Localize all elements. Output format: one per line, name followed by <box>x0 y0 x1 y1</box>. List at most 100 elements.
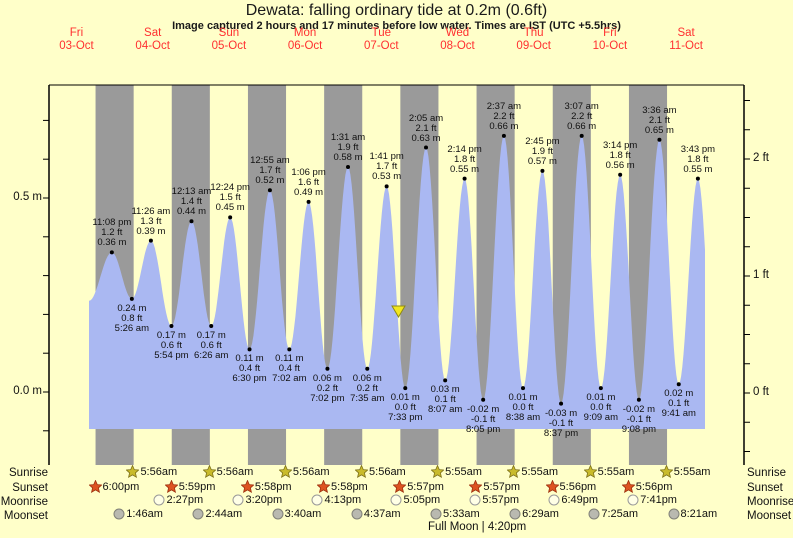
high-tide-point <box>189 219 194 224</box>
sunrise-event: 5:56am <box>202 465 253 478</box>
annotation-line: 0.66 m <box>489 120 519 132</box>
high-tide-annotation: 11:08 pm 1.2 ft 0.36 m <box>80 218 144 248</box>
high-tide-point <box>579 133 584 138</box>
moonrise-circle-icon <box>153 494 166 506</box>
low-tide-point <box>636 397 641 402</box>
sunset-event: 5:57pm <box>393 480 444 493</box>
low-tide-point <box>559 401 564 406</box>
annotation-line: -0.1 ft <box>548 417 574 429</box>
sunset-time: 5:56pm <box>635 480 673 493</box>
moonset-circle-icon <box>509 508 522 520</box>
annotation-line: 1.9 ft <box>337 141 359 153</box>
sunrise-star-icon <box>278 465 293 478</box>
day-header: Tue 07-Oct <box>346 27 416 53</box>
annotation-line: 0.58 m <box>333 151 363 163</box>
annotation-line: 9:09 am <box>583 412 618 424</box>
annotation-line: 8:07 am <box>427 404 463 416</box>
moonset-time: 5:33am <box>443 508 480 520</box>
annotation-line: -0.1 ft <box>471 413 496 425</box>
moonrise-circle-icon <box>469 494 482 506</box>
moonset-circle-icon <box>272 508 285 520</box>
right-axis-label: 0 ft <box>753 386 769 398</box>
annotation-line: 0.06 m <box>312 372 342 384</box>
annotation-line: -0.03 m <box>544 407 578 419</box>
annotation-line: 0.02 m <box>664 388 694 400</box>
annotation-line: 0.11 m <box>235 353 264 365</box>
moonset-time: 4:37am <box>363 508 401 520</box>
sunset-row-label-left: Sunset <box>12 482 48 494</box>
sunset-time: 5:58pm <box>331 480 368 493</box>
day-header: Wed 08-Oct <box>423 27 493 53</box>
moonrise-event: 3:20pm <box>232 494 282 506</box>
day-header: Sat 04-Oct <box>118 27 188 53</box>
high-tide-annotation: 2:05 am 2.1 ft 0.63 m <box>394 113 458 144</box>
low-tide-annotation: 0.02 m 0.1 ft 9:41 am <box>647 389 711 419</box>
annotation-line: 0.52 m <box>255 175 285 187</box>
annotation-line: 1.5 ft <box>219 192 241 204</box>
day-header: Mon 06-Oct <box>270 27 340 53</box>
annotation-line: 0.11 m <box>275 353 304 365</box>
annotation-line: 7:02 am <box>272 373 307 385</box>
low-tide-annotation: -0.03 m -0.1 ft 8:37 pm <box>529 407 593 439</box>
annotation-line: 11:26 am <box>131 205 171 217</box>
annotation-line: 0.6 ft <box>200 340 222 352</box>
annotation-line: 7:02 pm <box>310 392 345 404</box>
sunrise-time: 5:56am <box>292 465 330 478</box>
moonrise-circle-icon <box>627 494 640 506</box>
sunset-star-icon <box>88 480 103 493</box>
low-tide-point <box>403 386 408 391</box>
high-tide-annotation: 12:24 pm 1.5 ft 0.45 m <box>198 183 262 213</box>
moonset-event: 5:33am <box>430 508 480 520</box>
low-tide-annotation: 0.11 m 0.4 ft 7:02 am <box>257 354 321 384</box>
low-tide-annotation: 0.06 m 0.2 ft 7:02 pm <box>295 372 359 404</box>
annotation-line: 0.17 m <box>156 330 186 342</box>
moonset-event: 8:21am <box>668 508 717 520</box>
low-tide-point <box>598 386 603 391</box>
high-tide-point <box>148 238 153 243</box>
annotation-line: 1:31 am <box>330 131 366 143</box>
sunrise-event: 5:55am <box>507 465 558 478</box>
high-tide-point <box>346 164 351 169</box>
high-tide-annotation: 12:55 am 1.7 ft 0.52 m <box>238 156 302 186</box>
sunset-star-icon <box>545 480 560 493</box>
day-header: Sat 11-Oct <box>651 27 721 53</box>
moonrise-time: 7:41pm <box>640 494 677 506</box>
annotation-line: 11:08 pm <box>92 217 132 229</box>
day-date: 03-Oct <box>59 40 94 52</box>
full-moon-label: Full Moon | 4:20pm <box>428 521 527 533</box>
low-tide-point <box>365 366 370 371</box>
annotation-line: 0.4 ft <box>238 363 261 375</box>
day-date: 07-Oct <box>364 40 399 52</box>
moonrise-time: 4:13pm <box>324 494 362 506</box>
sunset-event: 6:00pm <box>88 480 139 493</box>
sunset-time: 5:57pm <box>483 480 521 493</box>
annotation-line: 1.2 ft <box>101 227 123 239</box>
annotation-line: -0.02 m <box>622 403 655 415</box>
annotation-line: 0.01 m <box>508 392 538 404</box>
moonset-event: 1:46am <box>113 508 163 520</box>
moonrise-circle-icon <box>548 494 561 506</box>
sunrise-event: 5:55am <box>583 465 634 478</box>
high-tide-annotation: 2:45 pm 1.9 ft 0.57 m <box>510 136 574 167</box>
annotation-line: 1:41 pm <box>369 151 404 163</box>
low-tide-annotation: 0.17 m 0.6 ft 5:54 pm <box>139 331 203 361</box>
day-name: Sun <box>218 27 240 39</box>
day-name: Fri <box>69 27 84 39</box>
high-tide-annotation: 2:14 pm 1.8 ft 0.55 m <box>433 144 497 175</box>
moonset-event: 6:29am <box>509 508 559 520</box>
annotation-line: 1.8 ft <box>454 153 476 165</box>
high-tide-annotation: 11:26 am 1.3 ft 0.39 m <box>119 205 183 237</box>
annotation-line: 8:05 pm <box>465 423 501 435</box>
annotation-line: 6:30 pm <box>232 373 267 385</box>
annotation-line: 0.0 ft <box>394 402 416 414</box>
sunset-event: 5:59pm <box>164 480 215 493</box>
annotation-line: 3:07 am <box>564 100 599 112</box>
low-tide-point <box>521 386 526 391</box>
annotation-line: 1:06 pm <box>291 166 326 178</box>
low-tide-annotation: 0.01 m 0.0 ft 9:09 am <box>569 393 633 423</box>
annotation-line: 2.1 ft <box>648 114 670 126</box>
moonrise-row-label-right: Moonrise <box>747 496 793 508</box>
moonset-circle-icon <box>668 508 681 520</box>
moonset-circle-icon <box>192 508 205 520</box>
annotation-line: 9:41 am <box>661 408 696 420</box>
